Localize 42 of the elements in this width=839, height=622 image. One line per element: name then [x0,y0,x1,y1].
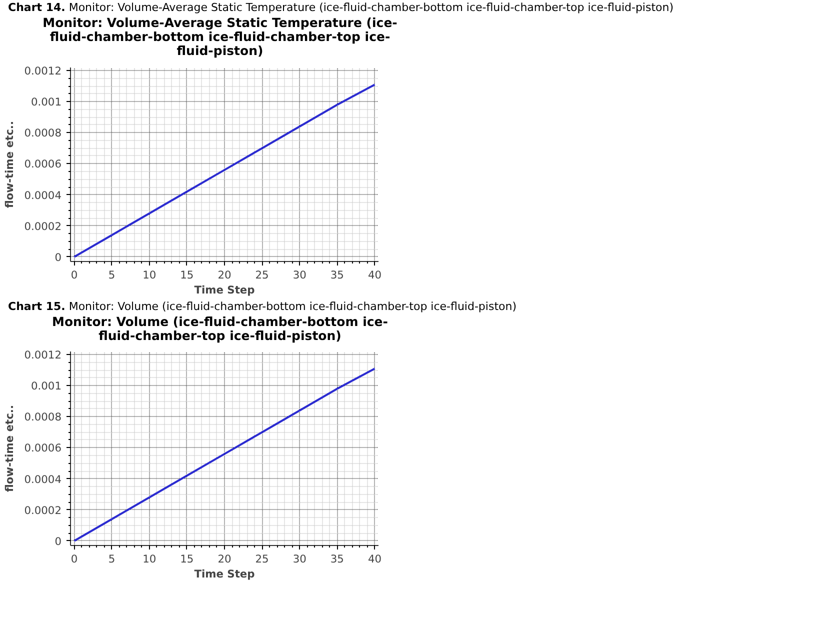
y-tick-label: 0.0012 [24,348,62,362]
y-tick-label: 0.0002 [24,504,62,518]
y-axis-title: flow-time etc.. [3,405,16,492]
y-tick-label: 0.001 [30,380,62,393]
x-tick-label: 0 [70,552,78,566]
x-tick-label: 15 [180,268,194,282]
x-tick-label: 15 [180,552,194,566]
caption: Chart 15. Monitor: Volume (ice-fluid-chamber-bottom ice-fluid-chamber-top ice-fluid-piston) [8,298,516,315]
y-tick-label: 0 [54,535,62,548]
y-tick-label: 0.001 [30,95,62,108]
chart-title: Monitor: Volume-Average Static Temperature (ice-fluid-chamber-bottom ice-fluid-chamber-top ice-fluid-piston) [42,14,398,59]
y-tick-label: 0.0006 [24,442,62,456]
x-tick-label: 10 [142,552,156,566]
x-tick-label: 20 [218,552,232,566]
y-tick-label: 0.0008 [24,126,62,140]
y-tick-label: 0.0006 [24,158,62,171]
y-tick-label: 0.0004 [24,188,62,202]
y-tick-label: 0.0004 [24,473,62,486]
x-tick-label: 10 [142,268,156,282]
x-tick-label: 40 [368,268,382,282]
x-tick-label: 25 [255,552,269,566]
x-tick-label: 20 [218,268,232,282]
y-tick-label: 0.0008 [24,410,62,424]
x-tick-label: 25 [255,268,269,282]
line-series [73,368,376,542]
x-tick-label: 35 [330,552,344,566]
chart-title: Monitor: Volume (ice-fluid-chamber-bottom ice-fluid-chamber-top ice-fluid-piston) [51,314,389,344]
x-tick-label: 5 [108,552,116,566]
x-axis-title: Time Step [194,568,256,581]
y-axis-title: flow-time etc.. [3,120,16,208]
x-tick-label: 40 [368,552,382,566]
x-tick-label: 0 [70,268,78,282]
y-tick-label: 0 [54,250,62,264]
x-tick-label: 5 [108,268,116,282]
y-tick-label: 0.0002 [24,220,62,233]
y-tick-label: 0.0012 [24,64,62,78]
x-axis-title: Time Step [194,283,256,296]
x-tick-label: 35 [330,268,344,282]
caption: Chart 14. Monitor: Volume-Average Static Temperature (ice-fluid-chamber-bottom ice-fluid-chamber-top ice-fluid-piston) [8,0,674,16]
line-series [73,83,376,258]
x-tick-label: 30 [292,268,307,282]
x-tick-label: 30 [292,552,307,566]
